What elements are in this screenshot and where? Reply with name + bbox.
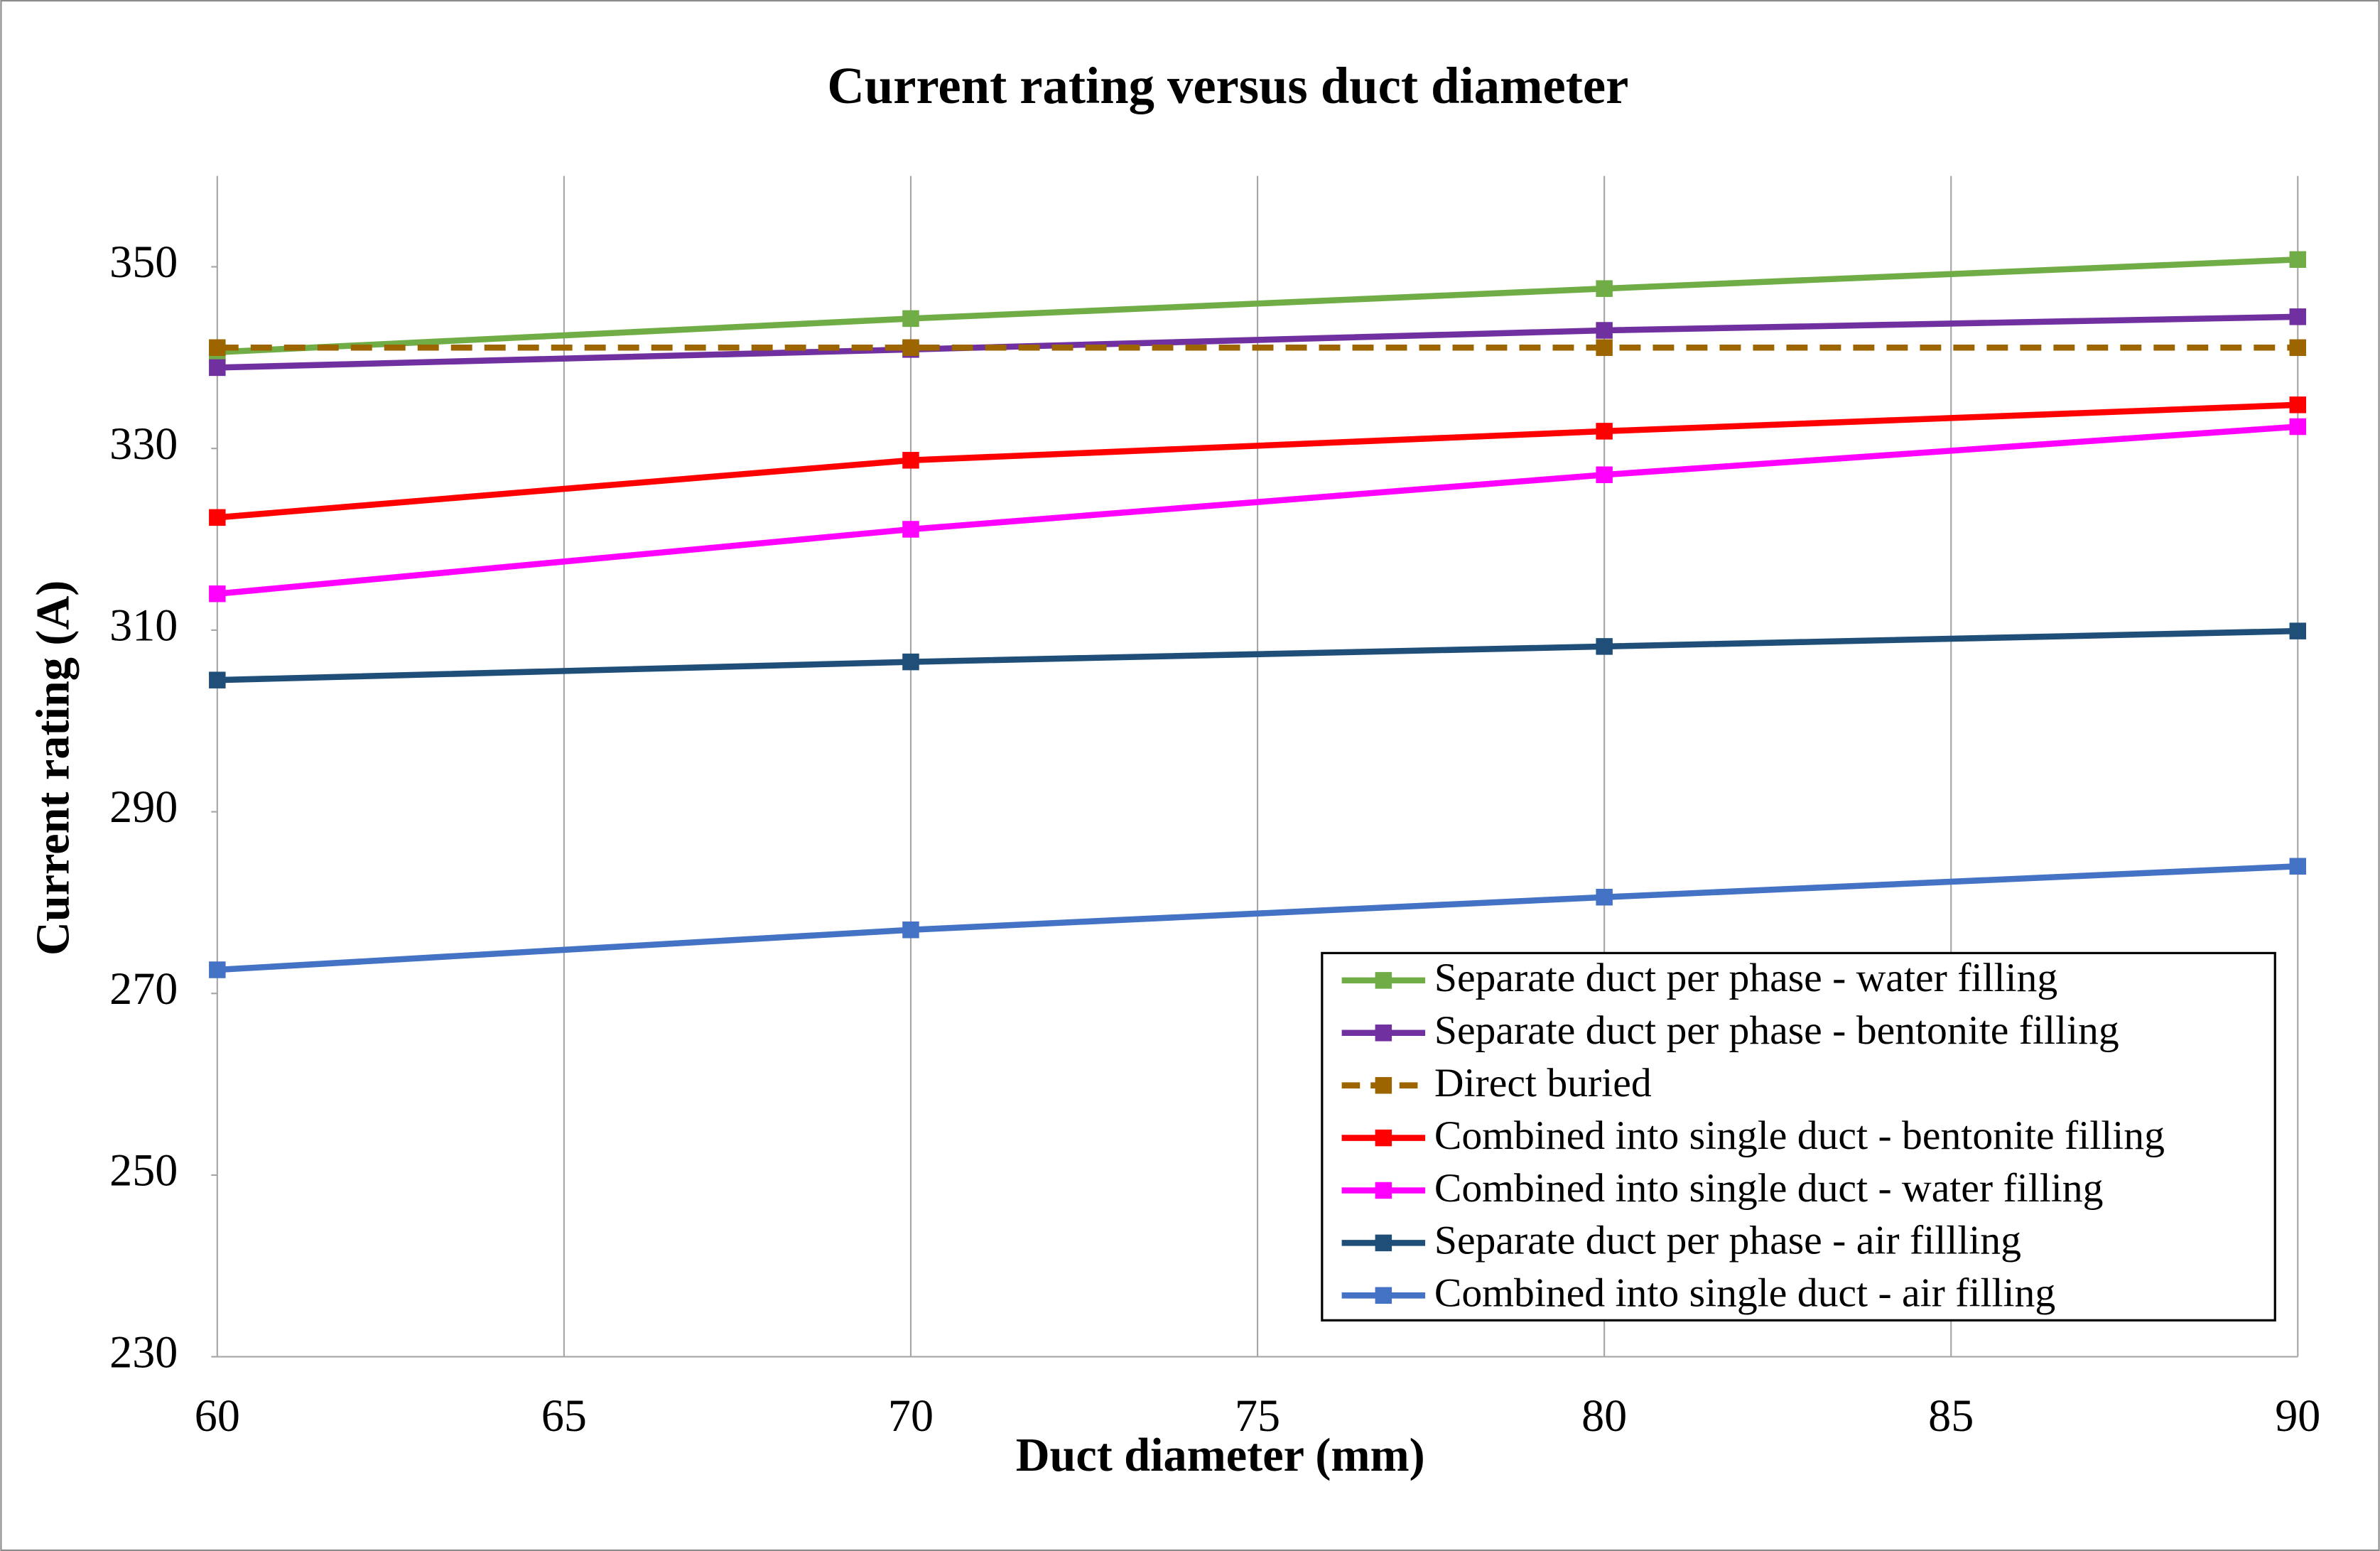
legend-label: Separate duct per phase - water filling — [1434, 956, 2057, 1000]
legend-label: Combined into single duct - bentonite fi… — [1434, 1113, 2165, 1158]
marker — [1596, 638, 1613, 655]
marker — [209, 359, 226, 377]
x-axis-label: Duct diameter (mm) — [1016, 1430, 1425, 1481]
marker — [2289, 858, 2307, 875]
marker — [209, 509, 226, 526]
legend-label: Direct buried — [1434, 1061, 1652, 1106]
legend-marker — [1375, 972, 1392, 989]
marker — [1596, 322, 1613, 339]
marker — [209, 961, 226, 978]
x-tick-label: 70 — [888, 1390, 934, 1441]
marker — [1596, 423, 1613, 440]
y-axis-label: Current rating (A) — [28, 580, 80, 956]
marker — [902, 452, 919, 469]
legend-label: Combined into single duct - air filling — [1434, 1271, 2055, 1316]
legend-marker — [1375, 1076, 1392, 1094]
marker — [2289, 622, 2307, 639]
marker — [902, 521, 919, 538]
legend-label: Combined into single duct - water fillin… — [1434, 1166, 2104, 1211]
legend-marker — [1375, 1234, 1392, 1252]
marker — [209, 339, 226, 357]
legend-marker — [1375, 1129, 1392, 1147]
chart-title: Current rating versus duct diameter — [827, 57, 1628, 114]
marker — [2289, 418, 2307, 436]
series-line — [217, 863, 2298, 973]
y-tick-label: 350 — [109, 237, 178, 287]
marker — [1596, 466, 1613, 484]
series-line — [217, 423, 2298, 597]
series-line — [217, 313, 2298, 371]
marker — [2289, 396, 2307, 414]
x-tick-label: 80 — [1581, 1390, 1627, 1441]
y-tick-label: 290 — [109, 782, 178, 832]
x-tick-label: 60 — [195, 1390, 240, 1441]
x-tick-label: 65 — [541, 1390, 587, 1441]
marker — [902, 339, 919, 357]
legend-label: Separate duct per phase - bentonite fill… — [1434, 1008, 2119, 1053]
marker — [902, 310, 919, 328]
x-tick-label: 90 — [2275, 1390, 2320, 1441]
marker — [1596, 888, 1613, 906]
marker — [2289, 308, 2307, 325]
series-line — [217, 401, 2298, 521]
series-line — [217, 256, 2298, 355]
legend-marker — [1375, 1182, 1392, 1199]
x-tick-label: 75 — [1235, 1390, 1280, 1441]
x-tick-label: 85 — [1928, 1390, 1974, 1441]
marker — [902, 653, 919, 671]
legend-marker — [1375, 1025, 1392, 1042]
series-line — [217, 627, 2298, 683]
y-tick-label: 230 — [109, 1326, 178, 1377]
legend-label: Separate duct per phase - air fillling — [1434, 1218, 2021, 1263]
marker — [209, 671, 226, 688]
y-tick-label: 310 — [109, 600, 178, 651]
marker — [2289, 251, 2307, 269]
marker — [1596, 339, 1613, 357]
y-tick-label: 270 — [109, 963, 178, 1014]
legend-marker — [1375, 1287, 1392, 1304]
marker — [1596, 280, 1613, 297]
legend — [1321, 951, 2276, 1322]
y-tick-label: 330 — [109, 418, 178, 469]
marker — [209, 585, 226, 602]
marker — [902, 921, 919, 939]
marker — [2289, 339, 2307, 357]
y-tick-label: 250 — [109, 1145, 178, 1196]
